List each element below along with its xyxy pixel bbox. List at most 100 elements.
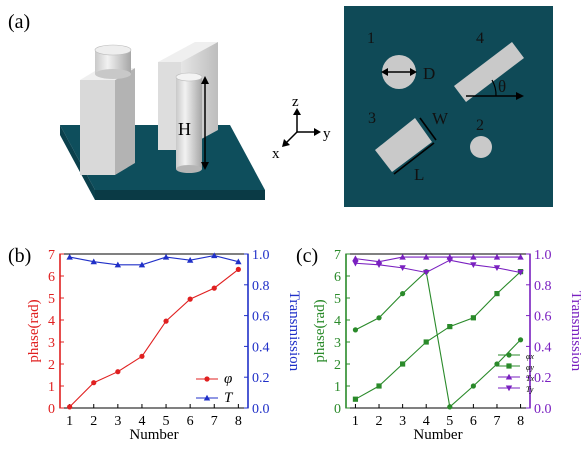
chart-b-point-s1-3 — [138, 261, 146, 268]
chart-c-point-s0-7 — [517, 337, 524, 343]
chart-b-point-s1-2 — [114, 261, 122, 268]
chart-c-point-s1-6 — [494, 291, 500, 297]
chart-c-point-s1-3 — [423, 339, 429, 345]
chart-b-point-s0-0 — [67, 404, 73, 410]
chart-c-point-s1-4 — [447, 324, 453, 330]
chart-b-ytick-left-label: 0 — [48, 402, 55, 417]
chart-c-point-s3-2 — [399, 265, 406, 272]
chart-c-series-line-2 — [355, 256, 521, 263]
chart-c-legend-marker-3 — [505, 385, 513, 392]
chart-c-series-line-0 — [355, 270, 521, 408]
coordinate-axes: z y x — [272, 94, 331, 162]
chart-c-xtick-label: 8 — [517, 414, 524, 429]
chart-b-point-s0-6 — [211, 285, 217, 291]
chart-c-ytick-right-label: 0.8 — [534, 279, 552, 294]
chart-c-point-s0-2 — [400, 291, 406, 297]
chart-c-point-s2-7 — [517, 253, 524, 260]
chart-b-ytick-right-label: 0.8 — [252, 279, 270, 294]
chart-b-ytick-right-label: 0.2 — [252, 371, 270, 386]
chart-b-ytick-right-label: 0.0 — [252, 402, 270, 417]
chart-b-xtick-label: 8 — [235, 414, 242, 429]
chart-c-point-s2-2 — [399, 253, 406, 260]
tall-cylinder-pillar — [175, 72, 203, 173]
chart-b-xtick-label: 4 — [138, 414, 145, 429]
chart-b-xtick-label: 3 — [114, 414, 121, 429]
chart-b-ytick-left-label: 6 — [48, 270, 55, 285]
chart-c-legend-text-3: Ty — [526, 385, 534, 394]
chart-b-ytick-right-label: 1.0 — [252, 248, 270, 263]
chart-b-ytick-left-label: 3 — [48, 336, 55, 351]
chart-c-ytick-left-label: 6 — [334, 270, 341, 285]
chart-b-ytick-left-label: 1 — [48, 380, 55, 395]
chart-b-ytick-left-label: 5 — [48, 292, 55, 307]
chart-b-xtick-label: 7 — [211, 414, 218, 429]
top-num-2: 2 — [476, 117, 484, 134]
panel-c-label: (c) — [296, 245, 318, 267]
panel-a-label: (a) — [8, 11, 30, 33]
chart-b-point-s1-6 — [211, 252, 218, 259]
chart-c-ytick-right-label: 0.2 — [534, 371, 552, 386]
chart-b-series-line-0 — [69, 268, 239, 408]
chart-c-legend-marker-0 — [506, 352, 512, 358]
chart-b-ytick-right-label: 0.6 — [252, 310, 270, 325]
chart-c-legend-marker-2 — [505, 373, 513, 380]
chart-b-ylabel-right: Transmission — [286, 291, 302, 372]
chart-c-series-line-1 — [355, 271, 521, 400]
chart-c-ytick-left-label: 5 — [334, 292, 341, 307]
chart-b-legend-text-0: φ — [224, 371, 232, 387]
chart-c-legend-text-1: φy — [526, 363, 534, 372]
chart-b-point-s0-5 — [187, 296, 193, 302]
axis-y-label: y — [323, 126, 331, 142]
chart-c-xtick-label: 6 — [470, 414, 477, 429]
chart-c-point-s0-4 — [447, 404, 453, 410]
chart-c-ylabel-right: Transmission — [568, 291, 581, 372]
axis-z-label: z — [292, 94, 299, 110]
chart-c-point-s3-5 — [470, 262, 477, 268]
chart-b-plot-frame — [59, 253, 249, 409]
chart-c-xtick-label: 1 — [352, 414, 359, 429]
chart-b-point-s0-2 — [115, 369, 121, 375]
chart-b-point-s1-4 — [162, 253, 170, 260]
chart-b-xtick-label: 5 — [163, 414, 170, 429]
top-num-1: 1 — [367, 30, 375, 47]
chart-c-ytick-right-label: 1.0 — [534, 248, 552, 263]
panel-b-label: (b) — [8, 245, 31, 267]
chart-c-point-s2-0 — [352, 255, 359, 262]
chart-c-point-s3-3 — [423, 269, 430, 276]
chart-c-point-s3-0 — [352, 260, 359, 267]
axis-x-label: x — [272, 146, 280, 162]
chart-c-xtick-label: 7 — [493, 414, 500, 429]
chart-b-point-s1-1 — [90, 258, 97, 265]
chart-c-legend-text-0: φx — [526, 352, 534, 361]
chart-b-xtick-label: 2 — [90, 414, 97, 429]
theta-label: θ — [498, 77, 506, 96]
chart-b-point-s1-5 — [186, 256, 194, 263]
chart-c-xtick-label: 2 — [376, 414, 383, 429]
chart-c-point-s3-4 — [446, 257, 453, 264]
chart-c-point-s2-5 — [470, 253, 477, 260]
dim-W-label: W — [432, 109, 449, 128]
chart-c-point-s2-3 — [423, 253, 430, 260]
chart-c-legend-text-2: Tx — [526, 374, 534, 383]
chart-b-point-s1-7 — [235, 258, 242, 265]
chart-b-point-s0-4 — [163, 318, 169, 324]
top-num-4: 4 — [476, 30, 484, 47]
top-view: 1 4 3 2 D θ W L — [344, 6, 553, 207]
chart-b-ylabel-left: phase(rad) — [26, 299, 42, 362]
chart-c-point-s0-5 — [470, 383, 476, 389]
chart-c-xlabel: Number — [413, 427, 462, 443]
chart-c-plot-frame — [345, 253, 531, 409]
chart-b-series-line-1 — [69, 254, 239, 266]
chart-c-point-s1-0 — [352, 396, 359, 402]
dim-L-label: L — [414, 165, 424, 184]
height-label: H — [178, 119, 191, 139]
chart-b-xtick-label: 1 — [66, 414, 73, 429]
short-cylinder-pillar — [94, 44, 132, 79]
chart-b-legend-marker-0 — [204, 376, 210, 382]
chart-b-xtick-label: 6 — [187, 414, 194, 429]
chart-c-point-s1-2 — [400, 361, 406, 367]
chart-c-ytick-left-label: 3 — [334, 336, 341, 351]
